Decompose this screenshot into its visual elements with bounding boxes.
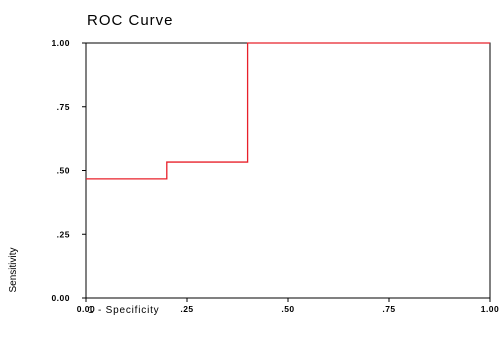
x-tick-label: .50 bbox=[281, 304, 294, 314]
y-tick-label: 0.00 bbox=[51, 293, 70, 303]
y-tick-label: .50 bbox=[57, 166, 70, 176]
x-tick-label: 0.00 bbox=[77, 304, 96, 314]
y-tick-label: .75 bbox=[57, 102, 70, 112]
x-tick-label: 1.00 bbox=[481, 304, 500, 314]
plot-frame bbox=[85, 42, 491, 299]
y-axis-ticks: 0.00 .25 .50 .75 1.00 bbox=[51, 38, 86, 303]
y-tick-label: 1.00 bbox=[51, 38, 70, 48]
x-tick-label: .25 bbox=[180, 304, 193, 314]
y-tick-label: .25 bbox=[57, 229, 70, 239]
roc-curve-line bbox=[86, 42, 490, 180]
x-tick-label: .75 bbox=[382, 304, 395, 314]
chart-title: ROC Curve bbox=[87, 12, 174, 29]
x-axis-ticks: 0.00 .25 .50 .75 1.00 bbox=[77, 298, 500, 314]
x-axis-label: 1 - Specificity bbox=[88, 305, 159, 316]
y-axis-label: Sensitivity bbox=[8, 247, 19, 292]
